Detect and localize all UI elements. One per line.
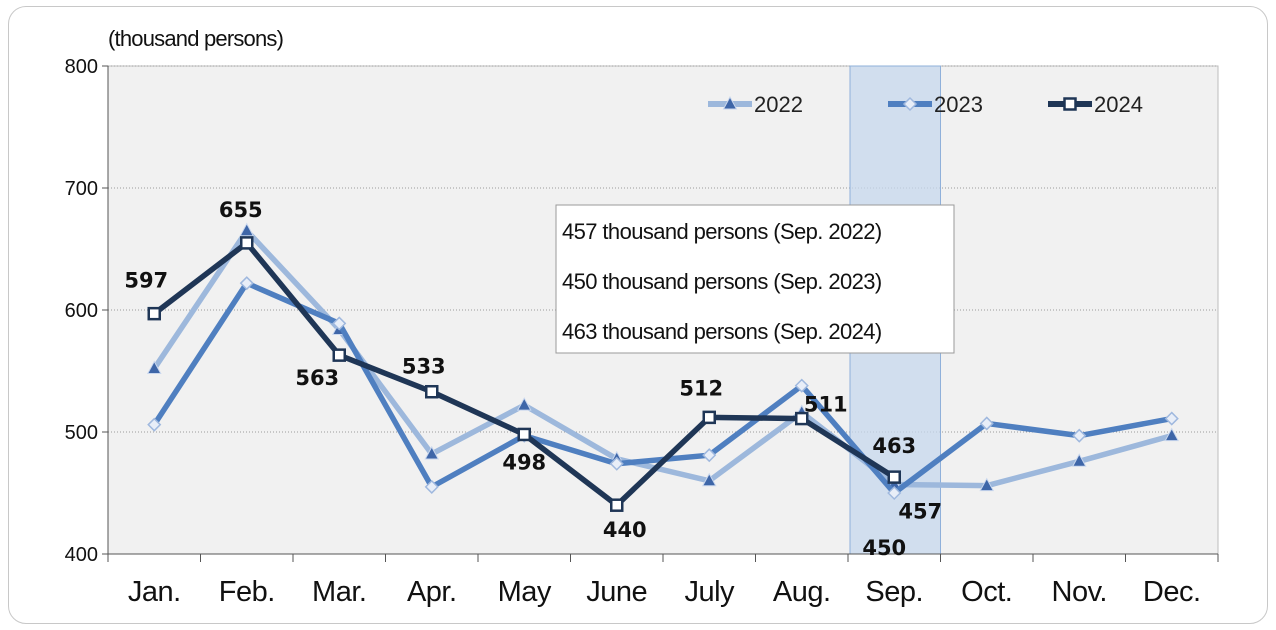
data-label-498: 498 xyxy=(502,450,546,474)
point-2023-nov xyxy=(1072,428,1087,443)
annotation-line-1: 457 thousand persons (Sep. 2022) xyxy=(562,219,882,244)
series-lines xyxy=(146,222,1180,512)
point-2024-sep xyxy=(887,470,901,484)
data-label-463: 463 xyxy=(872,434,916,458)
legend-item-2024: 2024 xyxy=(1048,92,1143,117)
data-label-655: 655 xyxy=(219,198,263,222)
data-label-563: 563 xyxy=(295,366,339,390)
point-2023-sep xyxy=(887,485,902,501)
point-2023-june xyxy=(609,456,624,471)
annotation-line-2: 450 thousand persons (Sep. 2023) xyxy=(562,269,882,294)
legend-label-2024: 2024 xyxy=(1094,92,1143,117)
x-tick-label-jan: Jan. xyxy=(128,576,181,608)
x-axis: Jan. Feb. Mar. Apr. May June July Aug. Sep. Oct. N… xyxy=(107,553,1219,608)
data-label-450: 450 xyxy=(862,536,906,560)
legend: 2022 2023 2024 xyxy=(708,92,1143,117)
point-2023-oct xyxy=(979,416,994,431)
point-2024-apr xyxy=(425,384,439,399)
point-2022-may xyxy=(516,397,532,411)
series-2024 xyxy=(147,236,901,512)
y-tick-label-400: 400 xyxy=(65,544,98,566)
y-tick-label-600: 600 xyxy=(65,300,98,322)
point-2023-july xyxy=(702,448,717,463)
x-tick-label-nov: Nov. xyxy=(1052,576,1107,608)
point-2022-feb xyxy=(239,222,255,237)
point-2023-feb xyxy=(239,276,254,291)
point-2024-mar xyxy=(332,348,346,362)
point-2023-mar xyxy=(332,316,347,331)
annotation-box: 457 thousand persons (Sep. 2022) 450 tho… xyxy=(555,204,955,354)
data-label-511: 511 xyxy=(804,393,848,417)
legend-item-2022: 2022 xyxy=(708,92,803,117)
legend-marker-2023 xyxy=(902,96,918,112)
point-2024-july xyxy=(702,410,716,425)
series-line-2022 xyxy=(151,227,1175,489)
point-2024-may xyxy=(517,427,531,442)
point-2022-dec xyxy=(1164,427,1180,442)
legend-marker-2022 xyxy=(722,95,738,110)
x-tick-label-mar: Mar. xyxy=(312,576,366,608)
legend-marker-2024 xyxy=(1063,97,1077,111)
y-axis: 400 500 600 700 800 xyxy=(65,56,109,566)
data-labels: 597 655 563 533 498 440 512 511 463 457 450 xyxy=(124,198,942,560)
point-2022-july xyxy=(701,472,717,487)
data-label-457: 457 xyxy=(898,499,942,523)
x-tick-label-sep: Sep. xyxy=(865,576,923,608)
point-2024-aug xyxy=(795,411,809,426)
point-2024-feb xyxy=(240,236,254,250)
legend-item-2023: 2023 xyxy=(888,92,983,117)
data-label-597: 597 xyxy=(124,269,168,293)
annotation-line-3: 463 thousand persons (Sep. 2024) xyxy=(562,319,882,344)
x-tick-label-dec: Dec. xyxy=(1143,576,1201,608)
point-2023-dec xyxy=(1164,411,1179,426)
y-axis-label: (thousand persons) xyxy=(108,26,283,51)
point-2023-apr xyxy=(424,479,439,494)
point-2022-oct xyxy=(979,477,995,492)
y-tick-label-800: 800 xyxy=(65,56,98,78)
x-tick-label-june: June xyxy=(586,576,647,608)
x-tick-label-july: July xyxy=(684,576,735,608)
data-label-440: 440 xyxy=(603,518,647,542)
point-2024-june xyxy=(610,498,624,512)
legend-label-2022: 2022 xyxy=(754,92,803,117)
point-2023-aug xyxy=(794,378,809,393)
point-2022-jan xyxy=(146,360,162,375)
data-label-533: 533 xyxy=(402,355,446,379)
x-tick-label-oct: Oct. xyxy=(961,576,1012,608)
x-tick-label-aug: Aug. xyxy=(773,576,831,608)
x-tick-label-may: May xyxy=(498,576,552,608)
point-2022-nov xyxy=(1071,453,1087,467)
y-tick-label-700: 700 xyxy=(65,178,98,200)
point-2022-apr xyxy=(424,445,440,460)
x-tick-label-apr: Apr. xyxy=(407,576,457,608)
point-2023-jan xyxy=(147,417,162,432)
data-label-512: 512 xyxy=(679,376,723,400)
point-2024-jan xyxy=(147,306,161,321)
y-tick-label-500: 500 xyxy=(65,422,98,444)
legend-label-2023: 2023 xyxy=(934,92,983,117)
x-tick-label-feb: Feb. xyxy=(219,576,275,608)
